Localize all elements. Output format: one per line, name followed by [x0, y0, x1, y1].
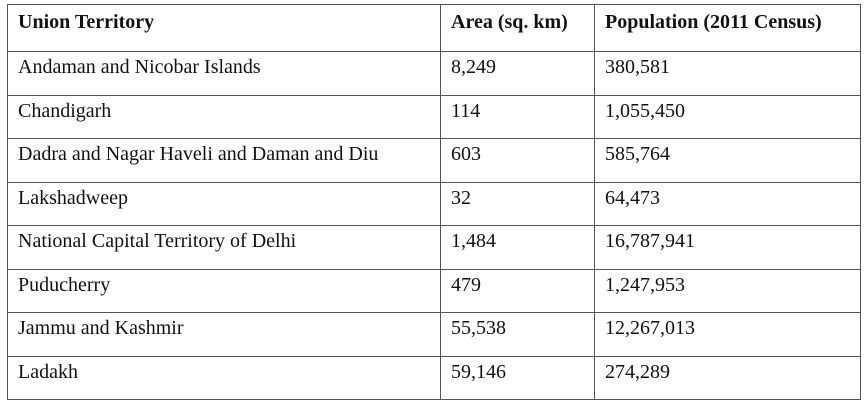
table-cell: 12,267,013: [594, 312, 861, 357]
table-cell: 114: [440, 94, 595, 139]
table-cell: 32: [440, 181, 595, 226]
table-row: Lakshadweep 32 64,473: [7, 181, 861, 226]
table-cell: 274,289: [594, 355, 861, 400]
data-table: Union Territory Area (sq. km) Population (…: [7, 4, 861, 400]
table-cell: 55,538: [440, 312, 595, 357]
table-row: Puducherry 479 1,247,953: [7, 268, 861, 313]
header-cell: Population (2011 Census): [594, 4, 861, 52]
table-cell: 16,787,941: [594, 225, 861, 270]
table-cell: 59,146: [440, 355, 595, 400]
header-cell: Area (sq. km): [440, 4, 595, 52]
table-cell: Chandigarh: [7, 94, 441, 139]
table-body: Andaman and Nicobar Islands 8,249 380,581 C…: [7, 51, 861, 400]
table-cell: 479: [440, 268, 595, 313]
table-cell: 603: [440, 138, 595, 183]
table-cell: 1,484: [440, 225, 595, 270]
table-cell: 1,247,953: [594, 268, 861, 313]
table-cell: National Capital Territory of Delhi: [7, 225, 441, 270]
table-row: National Capital Territory of Delhi 1,484…: [7, 225, 861, 270]
header-row: Union Territory Area (sq. km) Population (…: [7, 4, 861, 52]
table-cell: Lakshadweep: [7, 181, 441, 226]
table-cell: 8,249: [440, 51, 595, 96]
table-cell: 64,473: [594, 181, 861, 226]
table-row: Ladakh 59,146 274,289: [7, 355, 861, 400]
table-cell: 585,764: [594, 138, 861, 183]
table-cell: Jammu and Kashmir: [7, 312, 441, 357]
table-cell: Andaman and Nicobar Islands: [7, 51, 441, 96]
table-cell: 380,581: [594, 51, 861, 96]
table-row: Dadra and Nagar Haveli and Daman and Diu…: [7, 138, 861, 183]
table-row: Andaman and Nicobar Islands 8,249 380,581: [7, 51, 861, 96]
table-cell: Ladakh: [7, 355, 441, 400]
table-cell: Puducherry: [7, 268, 441, 313]
header-cell: Union Territory: [7, 4, 441, 52]
table-row: Jammu and Kashmir 55,538 12,267,013: [7, 312, 861, 357]
table-row: Chandigarh 114 1,055,450: [7, 94, 861, 139]
table-cell: Dadra and Nagar Haveli and Daman and Diu: [7, 138, 441, 183]
table-cell: 1,055,450: [594, 94, 861, 139]
